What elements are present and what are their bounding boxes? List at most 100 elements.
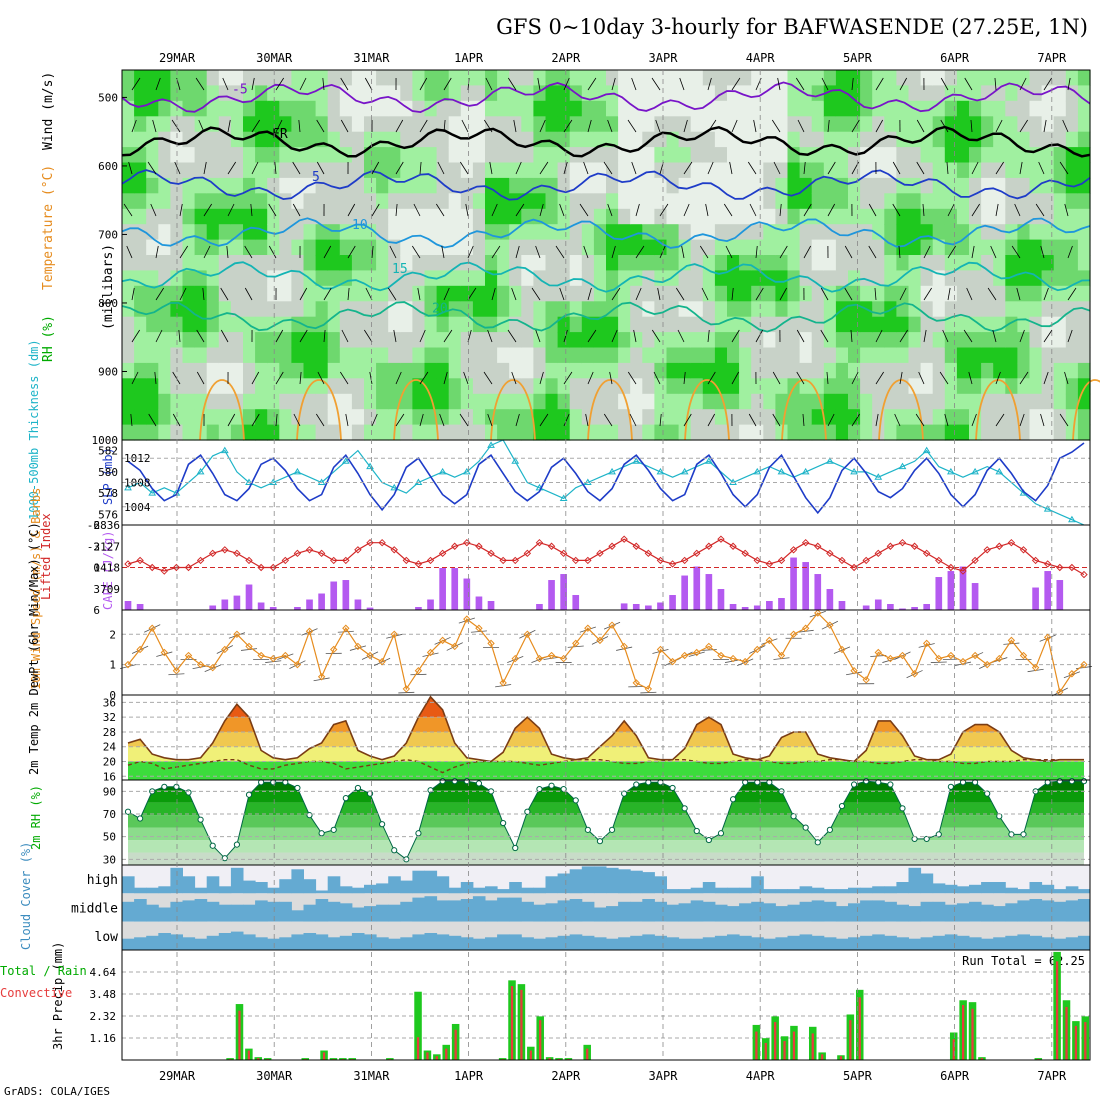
wind-speed-marker [402, 685, 411, 693]
rh-cell [763, 255, 776, 271]
rh-cell [533, 100, 547, 117]
thickness-marker [293, 467, 302, 475]
wind-barb [875, 119, 884, 133]
rh-cell [860, 424, 873, 441]
rh-cell [146, 116, 159, 133]
rh-cell [400, 70, 413, 86]
rh-cell [472, 208, 486, 225]
rh-cell [339, 208, 353, 225]
rh-cell [944, 316, 958, 333]
rh-cell [1029, 100, 1043, 117]
rh-cell [509, 193, 522, 210]
wind-barb [731, 77, 741, 91]
wind-barb [275, 329, 284, 343]
wind-barb [203, 245, 211, 259]
rh-cell [666, 316, 680, 333]
cloud-bar [339, 903, 353, 922]
rh-cell [872, 116, 885, 133]
rh-cell [267, 270, 280, 287]
rh-cell [1041, 270, 1055, 287]
wind-barb [947, 203, 955, 217]
rh-cell [182, 362, 196, 379]
rh-cell [908, 224, 922, 241]
rh-cell [243, 301, 256, 318]
rh-cell [424, 255, 438, 271]
rh-cell [956, 116, 970, 133]
wind-barb [946, 161, 949, 175]
cloud-bar [521, 937, 534, 951]
rh-cell [533, 378, 547, 395]
cloud-bar [956, 886, 970, 894]
rh-cell [339, 332, 353, 349]
rh-cell [1005, 301, 1018, 318]
rh-cell [763, 409, 776, 426]
rh-marker [330, 826, 337, 833]
precip-convective-bar [1074, 1025, 1078, 1060]
lifted-marker [535, 539, 544, 547]
rh-cell [969, 362, 982, 379]
wind-speed-marker [221, 645, 229, 654]
rh-cell [146, 285, 159, 302]
rh-cell [1005, 409, 1018, 426]
wind-barb [899, 77, 908, 91]
rh-cell [243, 393, 256, 410]
rh-cell [811, 316, 825, 333]
rh-cell [872, 301, 885, 318]
rh-cell [981, 85, 994, 102]
rh-cell [194, 208, 208, 225]
lifted-marker [838, 556, 846, 565]
rh-cell [327, 162, 341, 179]
rh-cell [400, 162, 413, 179]
wind-barb [317, 371, 325, 385]
wind-speed-marker [1031, 663, 1040, 672]
rh-cell [218, 270, 232, 287]
rh-cell [448, 424, 462, 441]
rh-cell [1077, 347, 1091, 364]
rh-cell [775, 409, 789, 426]
rh-cell [279, 70, 292, 86]
cloud-bar [678, 889, 692, 894]
chart-title: GFS 0~10day 3-hourly for BAFWASENDE (27.… [496, 15, 1088, 39]
rh-cell [1041, 332, 1055, 349]
date-label-top: 2APR [551, 51, 581, 65]
wind10m-label: 10m Wind Speed (m/s) & Barbs [29, 488, 43, 690]
rh-cell [1029, 239, 1043, 256]
cloud-bar [932, 883, 946, 894]
rh-cell [400, 409, 413, 426]
rh-cell [279, 332, 292, 349]
cloud-bar [606, 906, 619, 922]
cape-bar [971, 583, 979, 610]
rh-cell [654, 301, 668, 318]
rh-cell [908, 70, 922, 86]
rh-cell [460, 409, 474, 426]
rh-cell [122, 193, 135, 210]
isotherm-label: 20 [432, 302, 448, 317]
wind-barb [1059, 161, 1069, 175]
wind-barb [227, 413, 236, 427]
rh-cell [521, 131, 534, 148]
wind-barb [1014, 203, 1021, 217]
rh-cell [920, 208, 934, 225]
cape-bar [451, 568, 459, 610]
rh-cell [932, 193, 946, 210]
wind-barb [179, 203, 183, 217]
wind-barb [971, 413, 977, 427]
rh-cell [134, 378, 147, 395]
wind-barb [940, 119, 949, 133]
rh-cell [364, 116, 377, 133]
rh-cell [848, 255, 861, 271]
cloud-bar [727, 934, 740, 950]
wind-speed-marker [330, 645, 338, 654]
wind-speed-marker [705, 642, 713, 651]
lifted-marker [438, 549, 447, 558]
rh-cell [134, 177, 147, 194]
rh-cell [448, 147, 462, 164]
wind-barb [515, 413, 520, 427]
rh-cell [642, 70, 655, 86]
rh-cell [956, 177, 970, 194]
rh-cell [993, 100, 1006, 117]
lifted-marker [886, 542, 895, 550]
rh-cell [267, 332, 280, 349]
wind-barb [964, 77, 973, 91]
cloud-bar [279, 901, 292, 922]
